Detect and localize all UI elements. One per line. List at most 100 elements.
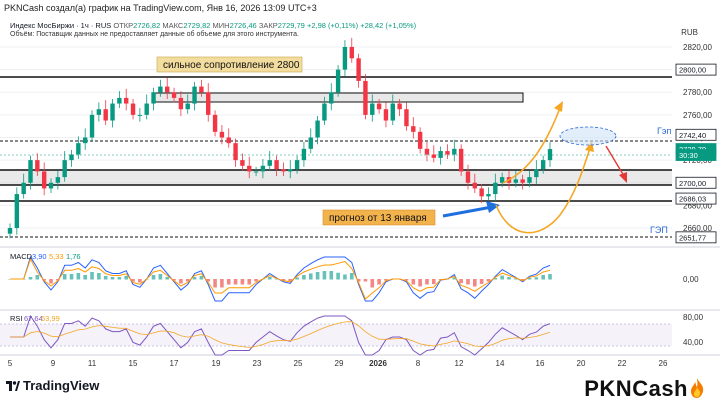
forecast-up-head [554,101,563,112]
candle-body [178,97,184,110]
candle-body [35,160,40,172]
macd-hist-bar [329,271,334,280]
candle-body [376,103,382,110]
candle-body [7,228,13,234]
chart-credit: PKNCash создал(а) график на TradingView.… [4,3,317,13]
macd-hist-bar [220,279,224,288]
candle-body [342,46,348,70]
macd-hist-bar [90,272,94,280]
candle-body [513,179,519,183]
brand-text: PKNCash [584,376,688,401]
macd-hist-bar [418,279,422,287]
candle-body [486,194,491,197]
forecast-note: прогноз от 13 января [329,213,427,224]
macd-hist-bar [527,278,532,280]
macd-value-1: 3,90 [32,252,47,261]
tradingview-logo[interactable]: TradingView [6,378,99,394]
candle-body [89,114,95,138]
price-tag: 2800,00 [679,66,706,75]
candle-body [274,160,279,170]
candle-body [28,160,33,183]
macd-hist-bar [254,279,258,282]
time-tick: 26 [659,359,668,368]
macd-hist-bar [288,279,293,282]
time-axis[interactable]: 5 9 11 15 17 19 23 25 29 2026 8 12 14 16 20 22 26 [8,359,668,368]
macd-hist-bar [199,276,204,280]
macd-hist-bar [62,274,67,280]
macd-hist-bar [49,279,53,284]
macd-hist-bar [486,279,491,282]
brand-logo: PKNCash [584,376,704,402]
gap-band [0,170,672,185]
time-tick: 22 [618,359,627,368]
macd-zero-tick: 0,00 [683,275,699,284]
macd-hist-bar [349,273,354,280]
price-tag-box [675,149,717,161]
candle-body [390,103,395,121]
candle-body [445,151,450,155]
candle-body [117,97,122,104]
time-tick: 11 [88,359,97,368]
candle-body [520,179,525,183]
candle-body [171,92,177,98]
tradingview-text: TradingView [23,378,100,393]
macd-hist-bar [110,277,115,280]
macd-value-2: 5,33 [49,252,64,261]
macd-hist-bar [541,275,545,280]
time-tick: 17 [170,359,179,368]
time-tick: 25 [294,359,303,368]
price-tag: 2651,77 [679,233,706,242]
close-label: ЗАКР [258,21,278,30]
rsi-pane [10,314,551,356]
candle-body [165,86,170,93]
currency-label: RUB [681,28,698,37]
rsi-ma-line [10,321,551,348]
price-tag-box [675,231,717,244]
candle-body [130,103,136,115]
resistance-note-box [156,56,303,73]
candle-body [472,182,478,189]
macd-hist-bar [520,279,525,281]
macd-hist-bar [179,279,183,284]
candle-body [76,143,81,155]
macd-hist-bar [97,273,101,280]
candle-body [48,182,54,189]
open-label: ОТКР [113,21,134,30]
candle-body [397,103,402,110]
time-tick: 5 [8,359,13,368]
macd-hist-bar [302,275,306,280]
price-tag-box [675,63,717,76]
candle-body [499,177,505,183]
macd-hist-bar [165,277,170,280]
candle-body [465,171,471,183]
macd-hist-bar [411,279,416,285]
candle-body [260,165,266,172]
macd-hist-bar [548,274,552,280]
time-tick: 12 [455,359,464,368]
macd-pane [8,255,552,302]
macd-hist-bar [103,276,108,280]
time-tick: 2026 [369,359,387,368]
red-arrow-head [619,172,627,183]
macd-hist-bar [28,277,33,280]
chart-canvas[interactable]: сильное сопротивление 2800 прогноз от 13… [0,0,720,370]
resistance-note: сильное сопротивление 2800 [163,60,300,71]
low-value: 2726,46 [229,21,257,30]
candle-body [370,103,375,115]
time-tick: 19 [212,359,221,368]
blue-arrow-head [486,201,500,213]
candle-body [62,160,67,178]
candle-body [438,151,443,158]
macd-hist-bar [247,279,252,285]
candle-body [458,148,464,172]
macd-hist-bar [192,277,197,280]
candle-body [55,177,61,183]
rsi-label: RSI [10,314,23,323]
macd-hist-bar [425,279,429,285]
macd-hist-bar [459,279,463,284]
candle-body [82,137,88,144]
gap-upper-label: Гэп [657,126,671,136]
candle-body [534,169,539,178]
red-arrow-line [605,145,625,177]
time-tick: 15 [129,359,138,368]
